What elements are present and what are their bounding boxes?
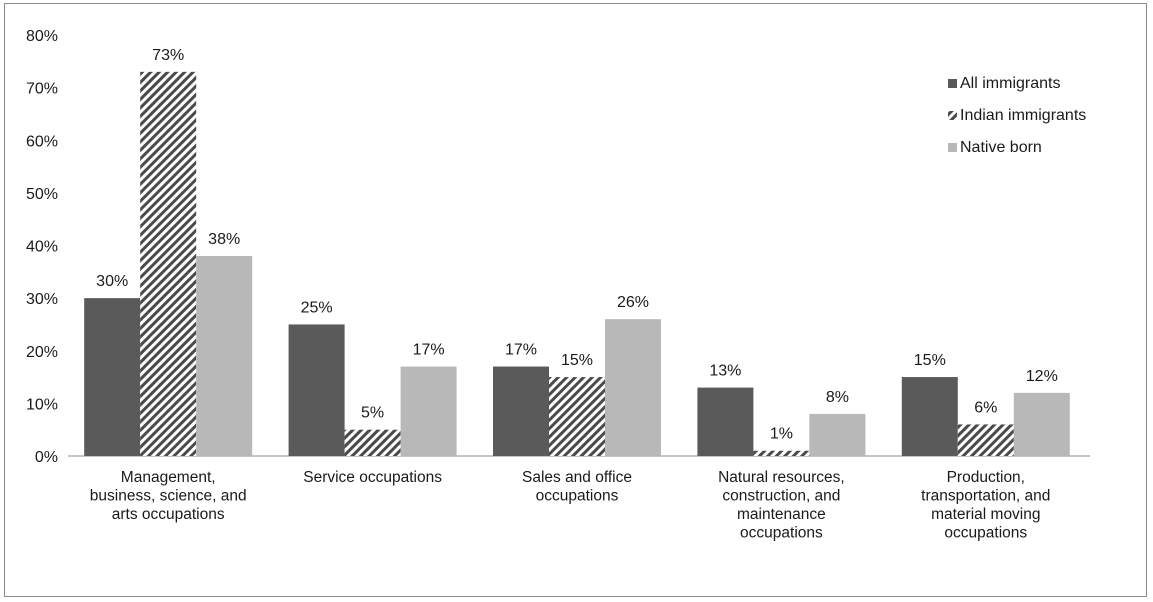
bar (753, 450, 810, 456)
data-label: 6% (974, 399, 997, 416)
category-label-line: occupations (944, 525, 1027, 542)
category-label: Production, transportation, and material m… (921, 469, 1050, 542)
category-label-line: Sales and office (522, 469, 632, 486)
category-label-line: occupations (740, 525, 823, 542)
category-label-line: business, science, and (90, 488, 247, 505)
data-label: 17% (505, 342, 537, 359)
category-label-line: maintenance (737, 506, 826, 523)
data-label: 26% (617, 294, 649, 311)
legend-swatch (948, 79, 957, 88)
bar (140, 71, 197, 457)
data-labels: 30% 73% 38% 25% 5% 17% 17% 15% 26% 13% 1% 8% 15% 6% 12… (96, 47, 1058, 443)
legend: All immigrants Indian immigrants Native bo… (948, 75, 1086, 156)
category-label-line: arts occupations (112, 506, 225, 523)
bar (493, 366, 549, 456)
category-label-line: transportation, and (921, 488, 1050, 505)
bar (400, 366, 457, 456)
y-tick-label: 50% (26, 186, 58, 203)
category-label-line: Production, (947, 469, 1025, 486)
data-label: 5% (361, 405, 384, 422)
bar (809, 413, 866, 456)
data-label: 15% (561, 352, 593, 369)
data-label: 15% (914, 352, 946, 369)
bar (957, 424, 1014, 456)
data-label: 8% (826, 389, 849, 406)
y-tick-label: 70% (26, 81, 58, 98)
data-label: 38% (208, 231, 240, 248)
category-labels: Management, business, science, and arts oc… (90, 469, 1051, 542)
legend-label: All immigrants (960, 75, 1060, 92)
data-label: 1% (770, 426, 793, 443)
category-label: Natural resources, construction, and maint… (718, 469, 845, 542)
data-label: 73% (152, 47, 184, 64)
category-label: Management, business, science, and arts oc… (90, 469, 247, 523)
legend-label: Native born (960, 139, 1042, 156)
data-label: 25% (301, 299, 333, 316)
y-tick-label: 0% (35, 449, 58, 466)
bar (288, 324, 345, 456)
bar (344, 429, 401, 456)
y-tick-label: 80% (26, 28, 58, 45)
legend-swatch (948, 111, 957, 120)
data-label: 13% (709, 363, 741, 380)
y-tick-label: 30% (26, 291, 58, 308)
bar (1013, 392, 1070, 456)
data-label: 30% (96, 273, 128, 290)
data-label: 17% (413, 342, 445, 359)
y-tick-label: 60% (26, 133, 58, 150)
category-label: Sales and office occupations (522, 469, 632, 505)
y-tick-label: 40% (26, 239, 58, 256)
bar (697, 387, 754, 456)
bar (196, 256, 253, 456)
legend-label: Indian immigrants (960, 107, 1086, 124)
category-label-line: material moving (931, 506, 1040, 523)
bar (901, 377, 958, 456)
category-label-line: Natural resources, (718, 469, 845, 486)
category-label-line: construction, and (722, 488, 840, 505)
category-label-line: Service occupations (303, 469, 442, 486)
data-label: 12% (1026, 368, 1058, 385)
bar (549, 377, 605, 456)
legend-swatch (948, 143, 957, 152)
bars (84, 71, 1070, 457)
bar (84, 298, 141, 456)
category-label-line: Management, (121, 469, 216, 486)
category-label: Service occupations (303, 469, 442, 486)
bar (605, 319, 661, 456)
y-tick-label: 20% (26, 344, 58, 361)
category-label-line: occupations (536, 488, 619, 505)
y-tick-label: 10% (26, 396, 58, 413)
